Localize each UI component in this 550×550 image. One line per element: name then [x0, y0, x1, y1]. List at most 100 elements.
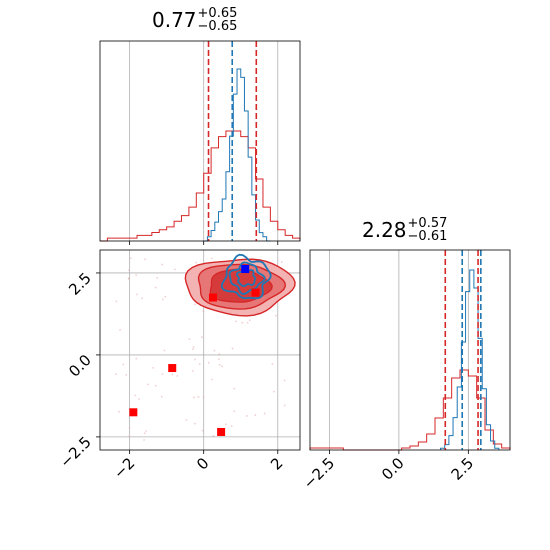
red-marker [129, 408, 138, 417]
sample-point [161, 263, 164, 266]
sample-point [129, 257, 132, 260]
sample-point [164, 295, 167, 298]
sample-point [161, 373, 164, 376]
sample-point [118, 410, 121, 413]
sample-point [263, 412, 266, 415]
sample-point [141, 297, 144, 300]
sample-point [171, 373, 174, 376]
sample-point [173, 268, 176, 271]
sample-point [128, 426, 131, 429]
sample-point [125, 373, 128, 376]
x-tick-label: −2 [110, 454, 138, 482]
sample-point [248, 319, 251, 322]
sample-point [192, 346, 195, 349]
sample-point [143, 439, 145, 441]
sample-point [211, 378, 213, 381]
sample-point [185, 419, 188, 422]
sample-point [231, 347, 234, 350]
sample-point [202, 396, 205, 398]
sample-point [152, 367, 154, 369]
red-histogram [309, 369, 511, 451]
top-title-upper: +0.65 [197, 5, 238, 21]
sample-point [212, 434, 215, 437]
sample-point [188, 338, 191, 341]
sample-point [224, 423, 227, 426]
top-marginal-panel [99, 40, 301, 245]
sample-point [213, 349, 216, 352]
sample-point [283, 404, 286, 407]
joint-panel: −2 0 2 −2.5 0.0 2.5 [56, 249, 301, 482]
blue-histogram [440, 269, 500, 450]
top-panel-title: 0.77 +0.65 −0.65 [152, 5, 238, 36]
sample-point [135, 274, 138, 277]
sample-point [201, 429, 204, 432]
sample-point [197, 395, 200, 398]
sample-point [283, 379, 286, 382]
x-tick-label: −2.5 [300, 454, 338, 492]
sample-point [115, 300, 118, 303]
sample-point [122, 363, 125, 366]
sample-point [163, 349, 166, 352]
sample-point [195, 261, 198, 264]
right-title-upper: +0.57 [407, 215, 448, 231]
sample-point [160, 395, 163, 398]
sample-point [154, 286, 157, 289]
sample-point [233, 410, 236, 413]
sample-point [127, 277, 130, 280]
sample-point [218, 363, 221, 366]
sample-point [194, 358, 196, 361]
sample-point [271, 362, 274, 365]
x-tick-label: 2 [267, 454, 286, 473]
y-tick-label: 2.5 [65, 269, 95, 299]
sample-point [144, 258, 147, 261]
sample-point [128, 435, 131, 438]
red-marker [217, 427, 226, 436]
sample-point [119, 329, 121, 331]
red-marker [168, 364, 177, 373]
red-marker [251, 288, 260, 297]
sample-point [115, 373, 117, 376]
sample-point [280, 261, 283, 263]
sample-point [207, 361, 210, 364]
sample-point [138, 398, 140, 400]
sample-point [136, 293, 138, 296]
sample-point [192, 370, 194, 372]
sample-point [234, 320, 237, 323]
axes-frame [309, 249, 511, 451]
sample-point [202, 310, 205, 313]
sample-point [134, 394, 137, 397]
right-title-value: 2.28 [362, 218, 407, 242]
sample-point [275, 314, 277, 317]
sample-point [154, 384, 157, 387]
sample-point [254, 414, 257, 416]
sample-point [128, 269, 130, 271]
sample-point [218, 353, 221, 355]
red-marker [208, 293, 217, 302]
sample-point [156, 276, 159, 279]
blue-contour [220, 253, 272, 300]
sample-point [273, 390, 276, 393]
sample-point [198, 363, 201, 365]
top-title-value: 0.77 [152, 8, 197, 32]
sample-point [233, 387, 236, 390]
top-title-lower: −0.65 [197, 18, 238, 34]
right-title-lower: −0.61 [407, 228, 448, 244]
sample-point [193, 422, 196, 425]
sample-point [194, 303, 196, 306]
sample-point [176, 374, 179, 377]
blue-histogram [203, 68, 271, 242]
right-panel-title: 2.28 +0.57 −0.61 [362, 215, 448, 246]
x-tick-label: 2.5 [448, 454, 478, 484]
sample-point [221, 365, 223, 368]
axes-frame [99, 249, 301, 451]
sample-point [230, 425, 233, 428]
sample-point [210, 257, 213, 260]
blue-contour [235, 269, 257, 288]
y-tick-label: −2.5 [56, 433, 94, 471]
sample-point [147, 383, 149, 386]
sample-point [191, 348, 194, 351]
sample-point [241, 321, 244, 324]
sample-point [193, 396, 195, 399]
sample-point [145, 430, 148, 432]
